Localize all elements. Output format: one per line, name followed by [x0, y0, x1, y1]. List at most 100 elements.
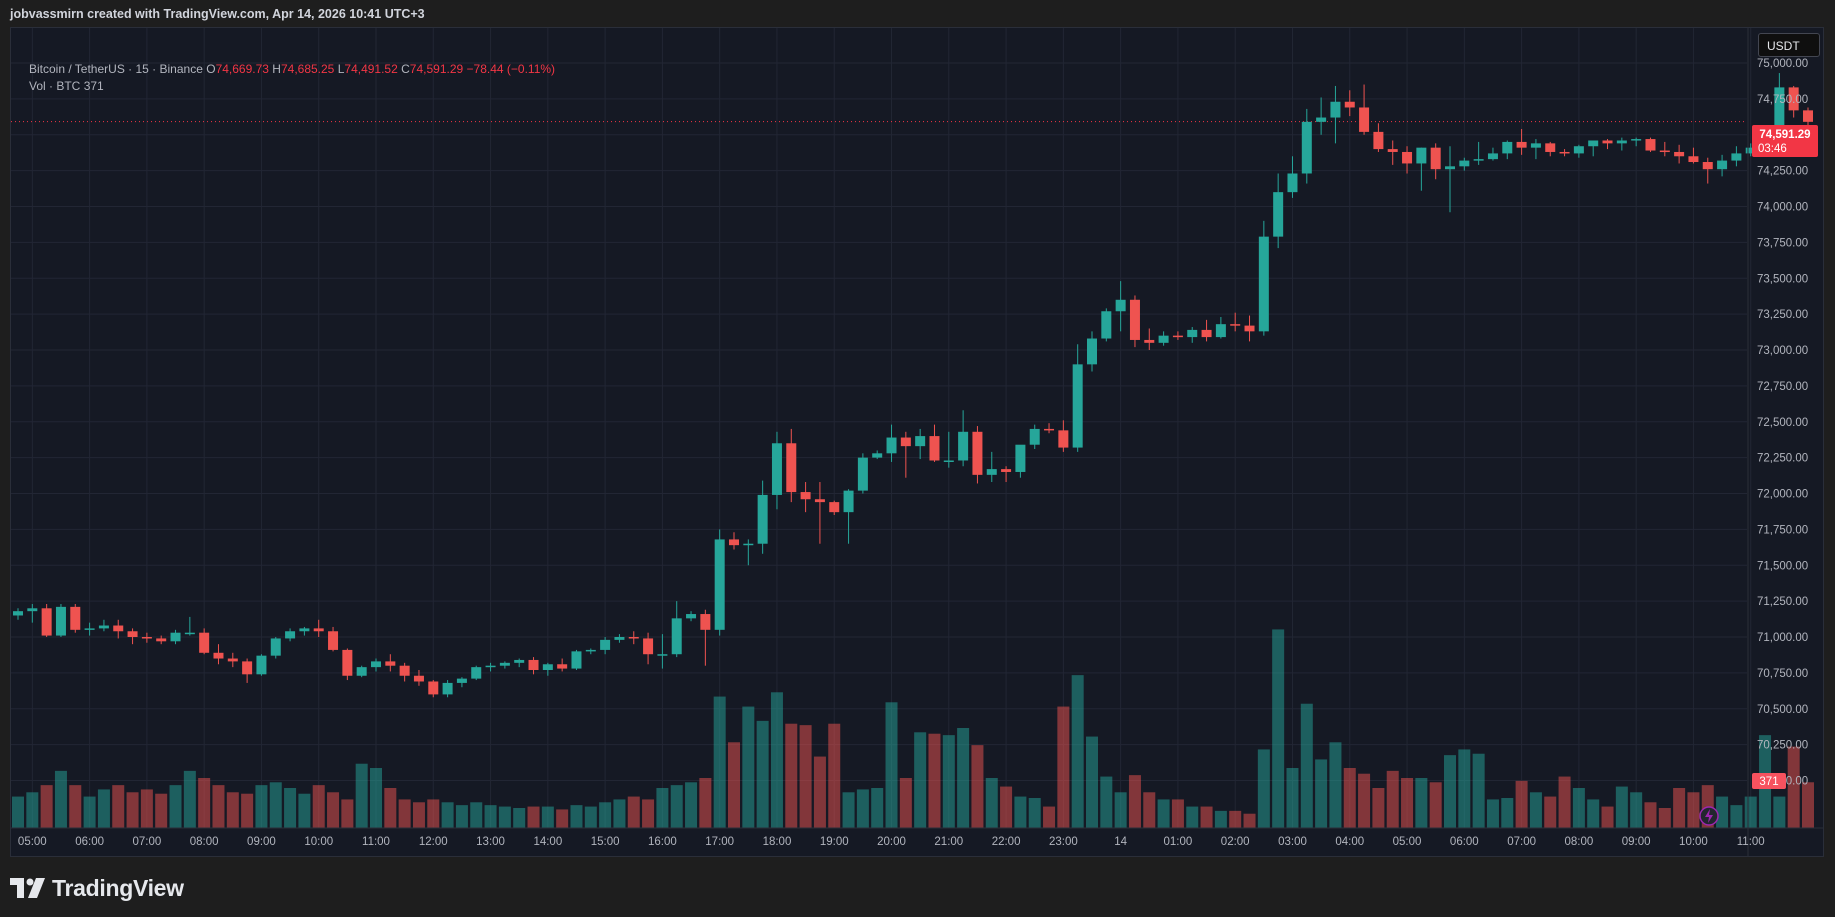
time-tick-label: 17:00 [705, 836, 734, 848]
price-tick-label: 72,250.00 [1757, 453, 1808, 465]
candle-body [1717, 160, 1728, 170]
volume-bar [341, 799, 354, 828]
volume-bar [1200, 806, 1213, 828]
candle-body [886, 437, 897, 454]
candle-body [1344, 101, 1355, 108]
candle-body [313, 628, 324, 632]
volume-bar [69, 785, 82, 828]
time-tick-label: 10:00 [304, 836, 333, 848]
volume-bar [670, 785, 683, 828]
candle-body [1029, 428, 1040, 445]
volume-bar [312, 785, 325, 828]
volume-bar [226, 792, 239, 828]
candle-body [1702, 162, 1713, 170]
candlestick-chart[interactable]: 75,000.0074,750.0074,500.0074,250.0074,0… [11, 28, 1823, 856]
volume-bar [1000, 786, 1013, 828]
volume-tag-bg [1752, 773, 1786, 789]
volume-bar [155, 793, 168, 828]
candle-body [1803, 110, 1813, 122]
candle-body [156, 638, 167, 642]
volume-bar [83, 796, 96, 828]
volume-bars [12, 629, 1814, 828]
volume-bar [699, 778, 712, 828]
candle-body [1631, 139, 1642, 141]
volume-bar [1472, 753, 1485, 828]
volume-bar [1458, 749, 1471, 828]
candle-body [442, 682, 453, 695]
time-tick-label: 02:00 [1221, 836, 1250, 848]
candle-body [743, 543, 754, 546]
volume-bar [1143, 792, 1156, 828]
volume-bar [1544, 796, 1557, 828]
volume-bar [1114, 792, 1127, 828]
volume-bar [828, 723, 841, 828]
candle-body [184, 632, 195, 635]
candle-body [1731, 153, 1742, 161]
candle-body [385, 661, 396, 666]
volume-bar [942, 735, 955, 828]
candle-body [1287, 173, 1298, 193]
tradingview-logo[interactable]: TradingView [10, 875, 184, 901]
volume-bar [613, 799, 626, 828]
candle-body [1402, 151, 1413, 164]
volume-bar [1444, 755, 1456, 828]
candle-body [1230, 324, 1241, 326]
candle-body [1502, 141, 1513, 154]
candle-body [829, 502, 840, 513]
time-tick-label: 11:00 [1737, 836, 1765, 848]
candle-body [814, 499, 825, 503]
candle-body [141, 637, 152, 639]
candle-body [1001, 469, 1012, 472]
volume-bar [656, 788, 669, 828]
time-tick-label: 04:00 [1335, 836, 1364, 848]
volume-bar [813, 756, 826, 828]
volume-bar [470, 802, 483, 828]
volume-bar [1673, 788, 1686, 828]
candle-body [170, 632, 181, 642]
last-price-countdown: 03:46 [1758, 143, 1787, 155]
volume-bar [1329, 742, 1342, 828]
time-tick-label: 23:00 [1049, 836, 1078, 848]
volume-bar [1773, 796, 1786, 828]
volume-bar [599, 802, 612, 828]
candle-body [1115, 299, 1126, 312]
price-tick-label: 72,750.00 [1757, 381, 1808, 393]
volume-bar [1100, 776, 1113, 828]
time-axis[interactable]: 05:00 06:00 07:00 08:00 09:00 10:00 11:00 12:00… [18, 836, 1765, 848]
candle-body [1087, 338, 1097, 365]
grid-lines [11, 28, 1752, 828]
time-tick-label: 08:00 [1564, 836, 1593, 848]
volume-bar [1300, 703, 1313, 828]
volume-bar [570, 805, 583, 828]
replay-icon[interactable] [1699, 806, 1719, 826]
volume-bar [541, 806, 554, 828]
low-value: 74,491.52 [344, 62, 398, 76]
candle-body [1072, 364, 1083, 448]
price-tick-label: 74,250.00 [1757, 166, 1808, 178]
symbol-name[interactable]: Bitcoin / TetherUS · 15 · Binance [29, 62, 203, 76]
volume-bar [327, 792, 340, 828]
time-tick-label: 15:00 [591, 836, 620, 848]
price-axis[interactable]: 75,000.0074,750.0074,500.0074,250.0074,0… [1757, 58, 1808, 788]
volume-bar [1501, 798, 1514, 828]
volume-tag: 371 [1752, 773, 1786, 789]
currency-button[interactable]: USDT [1758, 33, 1820, 57]
volume-bar [1687, 792, 1700, 828]
candle-body [1129, 299, 1140, 340]
volume-bar [26, 792, 39, 828]
candle-body [514, 659, 525, 663]
candle-body [1487, 153, 1498, 160]
time-tick-label: 07:00 [1507, 836, 1536, 848]
volume-bar [1358, 773, 1371, 828]
candle-body [113, 625, 124, 632]
candle-body [1459, 160, 1470, 167]
open-label: O [206, 62, 216, 76]
volume-label[interactable]: Vol · BTC [29, 79, 81, 93]
candle-body [1373, 131, 1384, 150]
volume-bar [584, 806, 597, 828]
volume-bar [856, 789, 869, 828]
volume-bar [1615, 786, 1628, 828]
last-price-tag: 74,591.29 03:46 [1752, 125, 1818, 157]
candle-body [1172, 335, 1183, 338]
volume-bar [255, 785, 268, 828]
